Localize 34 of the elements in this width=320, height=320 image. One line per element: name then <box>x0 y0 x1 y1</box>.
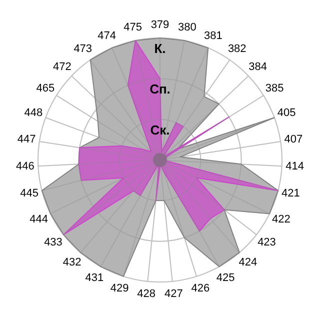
spoke-label: 384 <box>248 60 268 73</box>
spoke-label: 428 <box>137 288 156 300</box>
spoke-label: 379 <box>150 18 170 31</box>
spoke-label: 414 <box>286 160 304 173</box>
y-tick-label: Ск. <box>150 122 170 138</box>
spoke-label: 427 <box>164 288 183 300</box>
spoke-label: 444 <box>30 213 48 226</box>
spoke-label: 465 <box>36 82 55 94</box>
spoke-label: 380 <box>178 22 196 34</box>
y-tick-label: К. <box>154 41 166 56</box>
spoke-label: 424 <box>238 256 258 268</box>
spoke-label: 425 <box>216 272 235 284</box>
spoke-label: 447 <box>17 133 36 146</box>
spoke-label: 429 <box>110 282 129 295</box>
spoke-label: 432 <box>62 256 82 268</box>
spoke-label: 431 <box>85 272 104 284</box>
spoke-label: 472 <box>52 60 72 73</box>
spoke-label: 382 <box>228 43 246 56</box>
spoke-label: 474 <box>98 30 116 42</box>
spoke-label: 422 <box>272 213 290 226</box>
spoke-label: 433 <box>44 236 62 249</box>
spoke-label: 423 <box>258 236 276 249</box>
spoke-label: 405 <box>277 107 296 120</box>
y-tick-label: Сп. <box>150 82 170 97</box>
spoke-label: 475 <box>124 22 142 34</box>
spoke-label: 385 <box>265 82 284 94</box>
spoke-label: 407 <box>284 133 303 146</box>
spoke-label: 445 <box>20 188 38 200</box>
spoke-label: 473 <box>74 43 92 56</box>
spoke-label: 421 <box>282 188 300 200</box>
spoke-label: 381 <box>204 30 222 42</box>
spoke-label: 448 <box>24 107 43 120</box>
spoke-label: 446 <box>16 160 34 173</box>
spoke-label: 426 <box>191 282 210 295</box>
